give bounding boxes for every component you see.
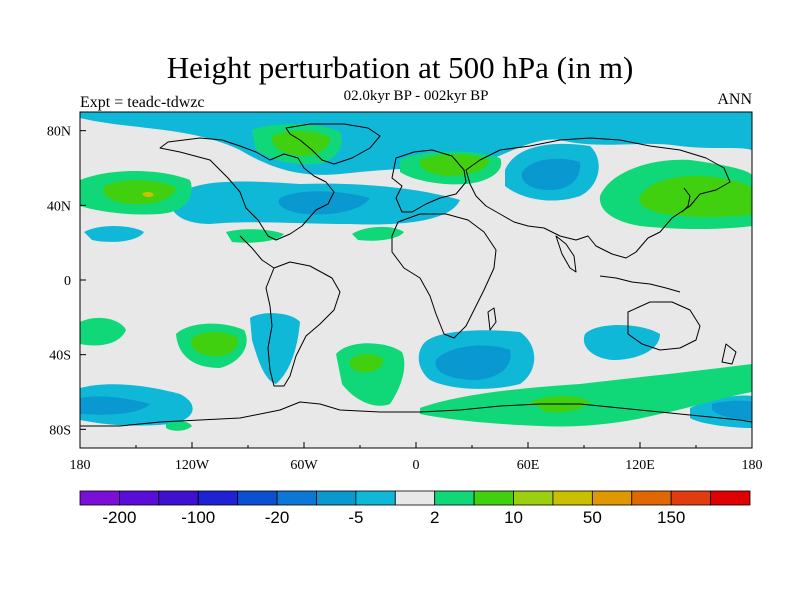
coastline-antarctica bbox=[80, 401, 752, 427]
coastline-greenland bbox=[285, 123, 381, 165]
coastline-madagascar bbox=[487, 307, 497, 331]
negative-core-antarctic-pacific bbox=[712, 400, 752, 420]
y-tick-label: 80N bbox=[47, 125, 71, 140]
x-tick-label: 180 bbox=[742, 458, 763, 473]
positive-core-south-atlantic-west bbox=[349, 354, 384, 373]
colorbar-swatch bbox=[355, 490, 396, 506]
y-axis: 80N 40N 0 40S 80S bbox=[47, 125, 86, 438]
colorbar-label: -100 bbox=[181, 508, 215, 527]
x-tick-label: 180 bbox=[70, 458, 91, 473]
coastline-africa bbox=[391, 213, 497, 339]
positive-core-greenland bbox=[271, 130, 330, 156]
map-plot-area bbox=[80, 112, 752, 448]
positive-region-small-southern-pacific bbox=[166, 421, 192, 431]
colorbar-swatch bbox=[710, 490, 751, 506]
colorbar-label: 10 bbox=[504, 508, 523, 527]
colorbar-swatch bbox=[591, 490, 633, 506]
season-label: ANN bbox=[717, 91, 752, 108]
positive-core-europe bbox=[419, 154, 490, 176]
colorbar-swatch bbox=[79, 490, 120, 506]
negative-region-south-america bbox=[250, 313, 300, 384]
positive-region-southern-ocean bbox=[420, 364, 752, 427]
coastline-japan bbox=[681, 187, 691, 213]
coastlines bbox=[80, 123, 752, 427]
positive-core-north-pacific bbox=[103, 180, 176, 205]
colorbar-label: -5 bbox=[348, 508, 363, 527]
x-tick-label: 60W bbox=[290, 458, 318, 473]
colorbar-swatch bbox=[276, 490, 317, 506]
x-tick-label: 120E bbox=[625, 458, 655, 473]
positive-region-north-atlantic-tropics bbox=[226, 229, 284, 243]
positive-core-southeast-pacific bbox=[190, 332, 239, 357]
x-tick-label: 120W bbox=[175, 458, 210, 473]
negative-region-east-pacific bbox=[84, 226, 144, 242]
colorbar-swatch bbox=[473, 490, 514, 506]
negative-region-indian-ocean bbox=[583, 325, 660, 360]
colorbar-swatch bbox=[670, 490, 711, 506]
negative-region-arctic bbox=[80, 112, 752, 175]
colorbar-label: 150 bbox=[657, 508, 685, 527]
colorbar-swatch bbox=[158, 490, 199, 506]
experiment-label: Expt = teadc-tdwzc bbox=[80, 94, 205, 111]
x-tick-label: 60E bbox=[517, 458, 540, 473]
positive-region-subtropical-atlantic bbox=[352, 226, 404, 241]
y-tick-label: 80S bbox=[49, 423, 71, 438]
coastline-europe bbox=[391, 149, 467, 213]
colorbar-label: 50 bbox=[583, 508, 602, 527]
x-tick-label: 0 bbox=[413, 458, 420, 473]
colorbar-label: -20 bbox=[265, 508, 290, 527]
coastline-indonesia bbox=[599, 275, 681, 293]
chart-subtitle: 02.0kyr BP - 002kyr BP bbox=[343, 88, 489, 104]
negative-core-south-atlantic bbox=[435, 345, 511, 380]
positive-region-east-pacific-south bbox=[80, 317, 126, 346]
negative-core-south-pacific bbox=[80, 396, 150, 415]
coastline-south-america bbox=[265, 261, 341, 387]
colorbar-swatch bbox=[513, 490, 554, 506]
coastline-central-america bbox=[239, 235, 275, 269]
negative-core-siberia bbox=[521, 158, 581, 190]
negative-core-north-atlantic bbox=[278, 191, 370, 215]
colorbar-swatch bbox=[119, 490, 160, 506]
colorbar-swatch bbox=[394, 490, 436, 506]
colorbar-label: 2 bbox=[430, 508, 439, 527]
colorbar-label: -200 bbox=[102, 508, 136, 527]
colorbar-swatch bbox=[316, 490, 357, 506]
colorbar: -200 -100 -20 -5 2 10 50 150 bbox=[79, 490, 751, 527]
colorbar-swatch bbox=[552, 490, 593, 506]
colorbar-swatch bbox=[631, 490, 672, 506]
coastline-indian-subcontinent bbox=[555, 235, 577, 273]
y-tick-label: 40N bbox=[47, 199, 71, 214]
coastline-australia bbox=[627, 301, 701, 351]
x-axis: 180 120W 60W 0 60E 120E 180 bbox=[70, 442, 763, 473]
chart-title: Height perturbation at 500 hPa (in m) bbox=[166, 50, 634, 85]
coastline-north-america bbox=[159, 137, 335, 241]
height-anomaly-field bbox=[80, 112, 752, 431]
y-tick-label: 40S bbox=[49, 349, 71, 364]
coastline-new-zealand bbox=[721, 343, 737, 365]
y-tick-label: 0 bbox=[64, 274, 71, 289]
colorbar-swatch bbox=[237, 490, 278, 506]
positive-max-north-pacific bbox=[142, 191, 154, 198]
colorbar-swatch bbox=[434, 490, 475, 506]
coastline-asia bbox=[465, 137, 731, 259]
colorbar-swatch bbox=[197, 490, 239, 506]
